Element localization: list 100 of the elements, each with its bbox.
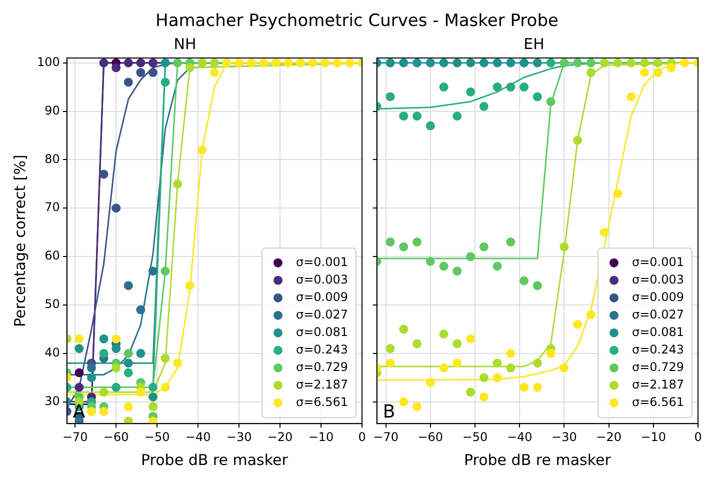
point <box>173 358 182 368</box>
legend-label: σ=0.243 <box>296 342 348 356</box>
point <box>506 238 516 247</box>
point <box>532 281 542 290</box>
point <box>386 58 395 68</box>
point <box>439 262 448 271</box>
point <box>426 58 435 68</box>
point <box>466 388 476 397</box>
x-tick-label: 0 <box>694 430 702 444</box>
x-tick-label: −50 <box>462 430 488 444</box>
legend-label: σ=0.001 <box>632 254 684 269</box>
point <box>680 58 690 68</box>
point <box>148 68 158 78</box>
point <box>520 276 529 286</box>
point <box>479 242 488 252</box>
point <box>479 102 488 111</box>
point <box>426 121 435 130</box>
point <box>136 68 146 78</box>
point <box>124 416 133 424</box>
x-tick-label: −30 <box>226 430 252 444</box>
point <box>296 58 306 68</box>
point <box>426 378 435 387</box>
legend-label: σ=6.561 <box>632 394 684 409</box>
point <box>160 382 170 392</box>
point <box>148 416 158 424</box>
chart-subtitle: NH <box>174 34 196 53</box>
x-tick-label: −20 <box>267 430 293 444</box>
legend-label: σ=0.243 <box>632 342 684 356</box>
point <box>560 58 569 68</box>
x-tick-label: −60 <box>418 430 444 444</box>
y-tick-label: 70 <box>44 200 60 214</box>
point <box>573 320 582 329</box>
point <box>386 358 395 368</box>
point <box>439 363 448 372</box>
point <box>112 382 121 392</box>
point <box>136 348 146 358</box>
legend-label: σ=0.027 <box>632 307 684 322</box>
point <box>506 82 516 92</box>
point <box>532 382 542 392</box>
chart-title: Hamacher Psychometric Curves - Masker Probe <box>154 10 560 33</box>
point <box>185 281 194 290</box>
point <box>452 58 462 68</box>
point <box>520 382 529 392</box>
legend-label: σ=0.729 <box>632 360 684 374</box>
x-tick-label: −10 <box>640 430 666 444</box>
annotation: B <box>382 401 396 422</box>
point <box>345 58 354 68</box>
point <box>412 339 422 348</box>
point <box>386 92 395 102</box>
legend-label: σ=0.009 <box>632 290 684 304</box>
x-tick-label: −30 <box>552 430 577 444</box>
point <box>136 58 146 68</box>
point <box>426 256 435 266</box>
x-tick-label: −60 <box>103 430 129 444</box>
point <box>439 82 448 92</box>
point <box>386 344 395 354</box>
point <box>99 406 108 416</box>
point <box>520 82 529 92</box>
point <box>308 58 318 68</box>
point <box>112 344 121 354</box>
point <box>210 68 219 78</box>
point <box>452 112 462 121</box>
point <box>112 204 121 213</box>
point <box>74 368 84 378</box>
point <box>124 78 133 87</box>
point <box>148 402 158 412</box>
x-tick-label: −40 <box>506 430 532 444</box>
point <box>479 58 488 68</box>
point <box>386 238 395 247</box>
y-tick-label: 50 <box>44 297 60 312</box>
x-tick-label: −40 <box>185 430 211 444</box>
point <box>399 242 408 252</box>
chart-subtitle: EH <box>524 34 544 53</box>
point <box>99 58 108 68</box>
y-tick-label: 100 <box>37 54 60 69</box>
point <box>452 358 462 368</box>
point <box>466 334 476 344</box>
point <box>640 68 649 78</box>
point <box>86 363 96 372</box>
point <box>466 58 476 68</box>
point <box>234 58 244 68</box>
point <box>479 392 488 402</box>
point <box>112 363 121 372</box>
point <box>653 68 662 78</box>
point <box>198 58 207 68</box>
point <box>412 402 422 412</box>
legend-label: σ=0.009 <box>296 290 348 304</box>
point <box>99 170 108 179</box>
point <box>492 373 502 382</box>
point <box>320 58 330 68</box>
legend-label: σ=0.003 <box>632 272 684 286</box>
point <box>479 373 488 382</box>
point <box>399 112 408 121</box>
point <box>653 58 662 68</box>
legend-label: σ=2.187 <box>632 377 684 392</box>
point <box>222 58 232 68</box>
point <box>560 242 569 252</box>
legend-label: σ=0.003 <box>296 272 348 286</box>
point <box>586 68 596 78</box>
point <box>185 63 194 72</box>
